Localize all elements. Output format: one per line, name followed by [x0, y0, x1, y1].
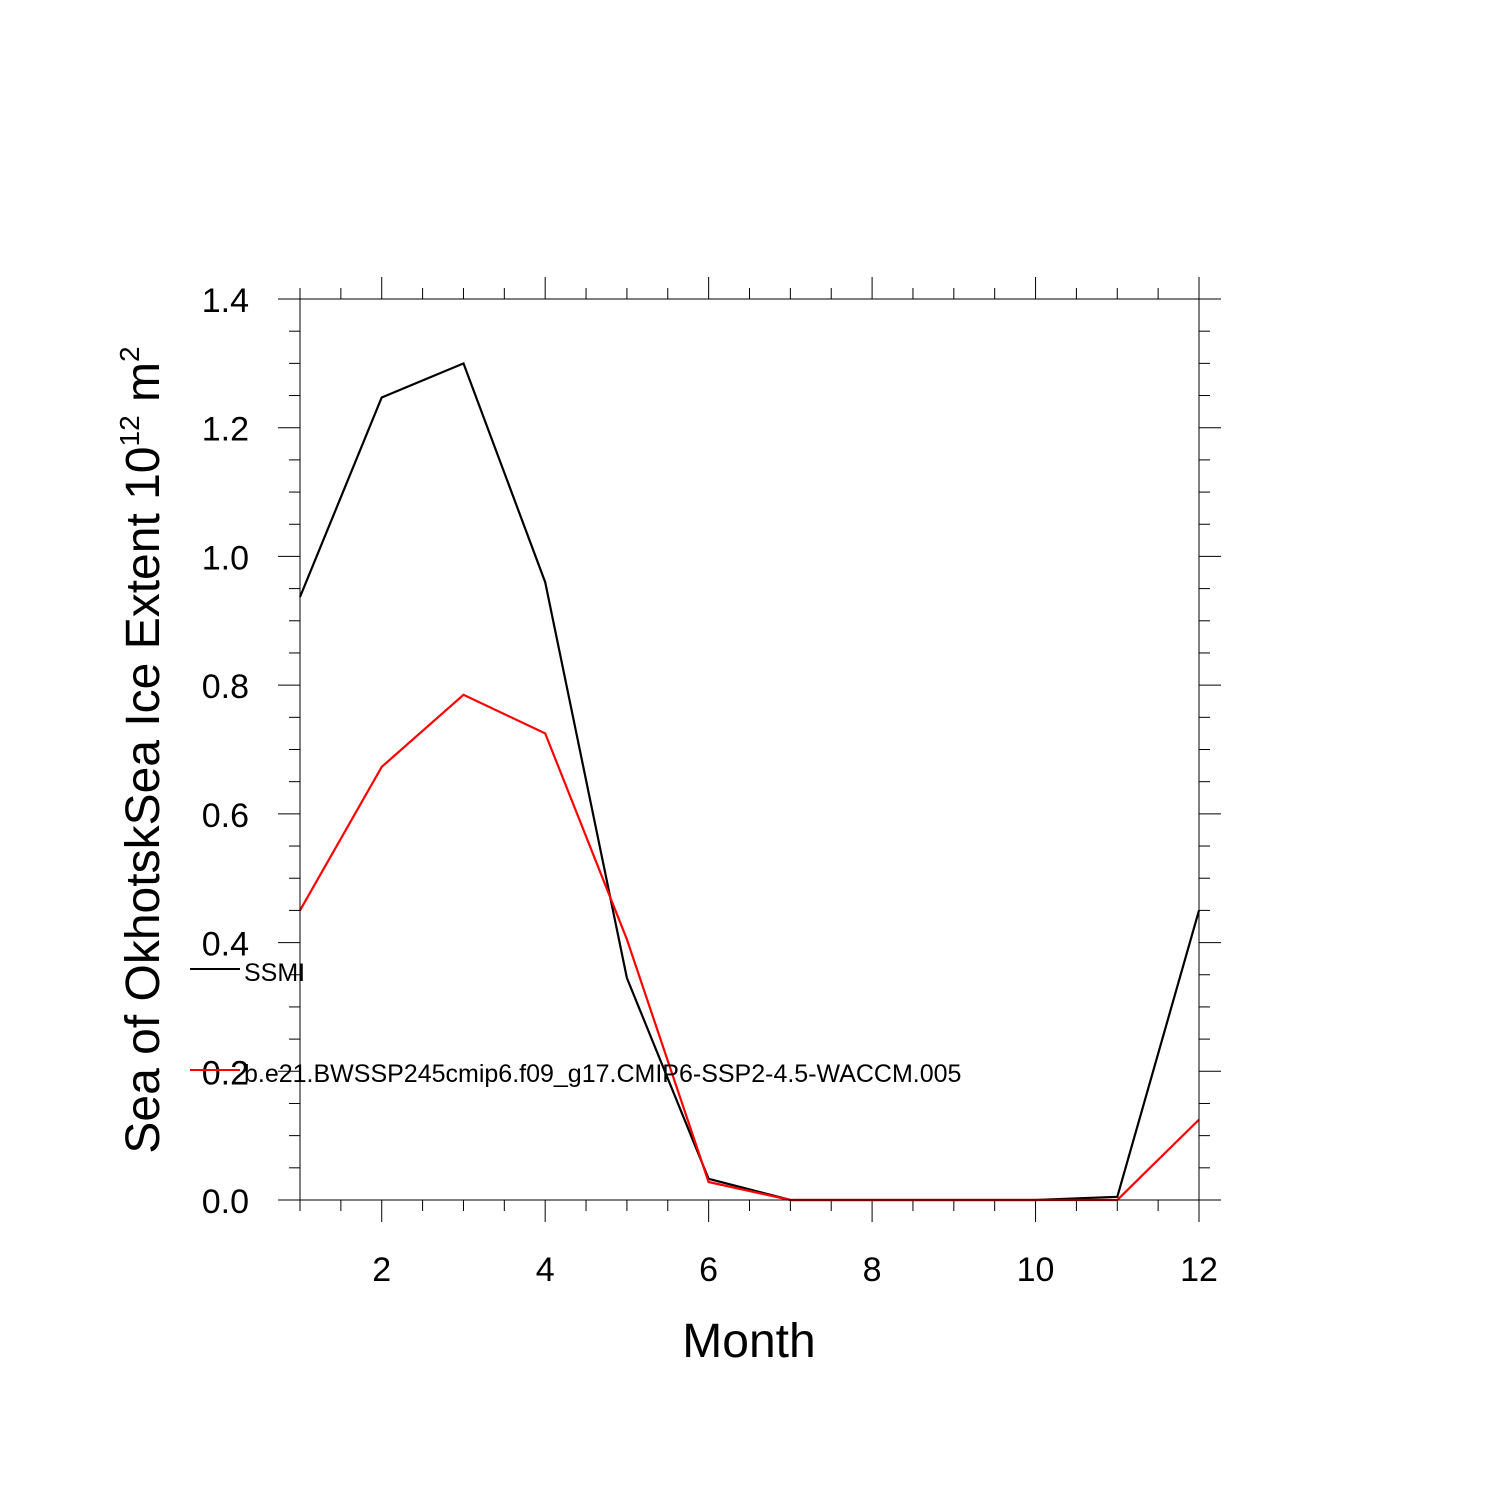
- y-tick-label: 0.0: [202, 1183, 249, 1221]
- x-tick-label: 10: [1017, 1251, 1055, 1289]
- x-tick-label: 2: [372, 1251, 391, 1289]
- series-line-2: [299, 693, 1200, 1202]
- plot-frame: [299, 298, 1200, 1201]
- tick-labels: 2 4 6 8 10 12 0.0 0.2 0.4 0.6 0.8 1.0 1.2 1.4: [202, 282, 1218, 1289]
- y-axis-label: Sea of OkhotskSea Ice Extent 1012 m2: [114, 346, 170, 1153]
- x-tick-label: 8: [863, 1251, 882, 1289]
- x-axis-label: Month: [682, 1315, 815, 1368]
- legend: SSMI b.e21.BWSSP245cmip6.f09_g17.CMIP6-SS…: [190, 959, 961, 1088]
- y-axis-label-unit-exponent: 2: [114, 346, 145, 362]
- y-tick-label: 1.0: [202, 539, 249, 577]
- y-axis-label-unit: m: [117, 362, 170, 415]
- legend-label-1: SSMI: [244, 959, 305, 987]
- y-axis-label-main: Sea of OkhotskSea Ice Extent 10: [117, 446, 170, 1153]
- y-tick-label: 0.8: [202, 668, 249, 706]
- y-tick-label: 1.4: [202, 282, 249, 320]
- y-axis-label-exponent: 12: [114, 415, 145, 446]
- x-tick-label: 12: [1180, 1251, 1218, 1289]
- axis-ticks: [278, 277, 1221, 1222]
- y-tick-label: 0.2: [202, 1054, 249, 1092]
- x-tick-label: 4: [536, 1251, 555, 1289]
- y-tick-label: 1.2: [202, 411, 249, 449]
- y-tick-label: 0.6: [202, 797, 249, 835]
- x-tick-label: 6: [699, 1251, 718, 1289]
- y-tick-label: 0.4: [202, 926, 249, 964]
- legend-label-2: b.e21.BWSSP245cmip6.f09_g17.CMIP6-SSP2-4…: [244, 1060, 961, 1088]
